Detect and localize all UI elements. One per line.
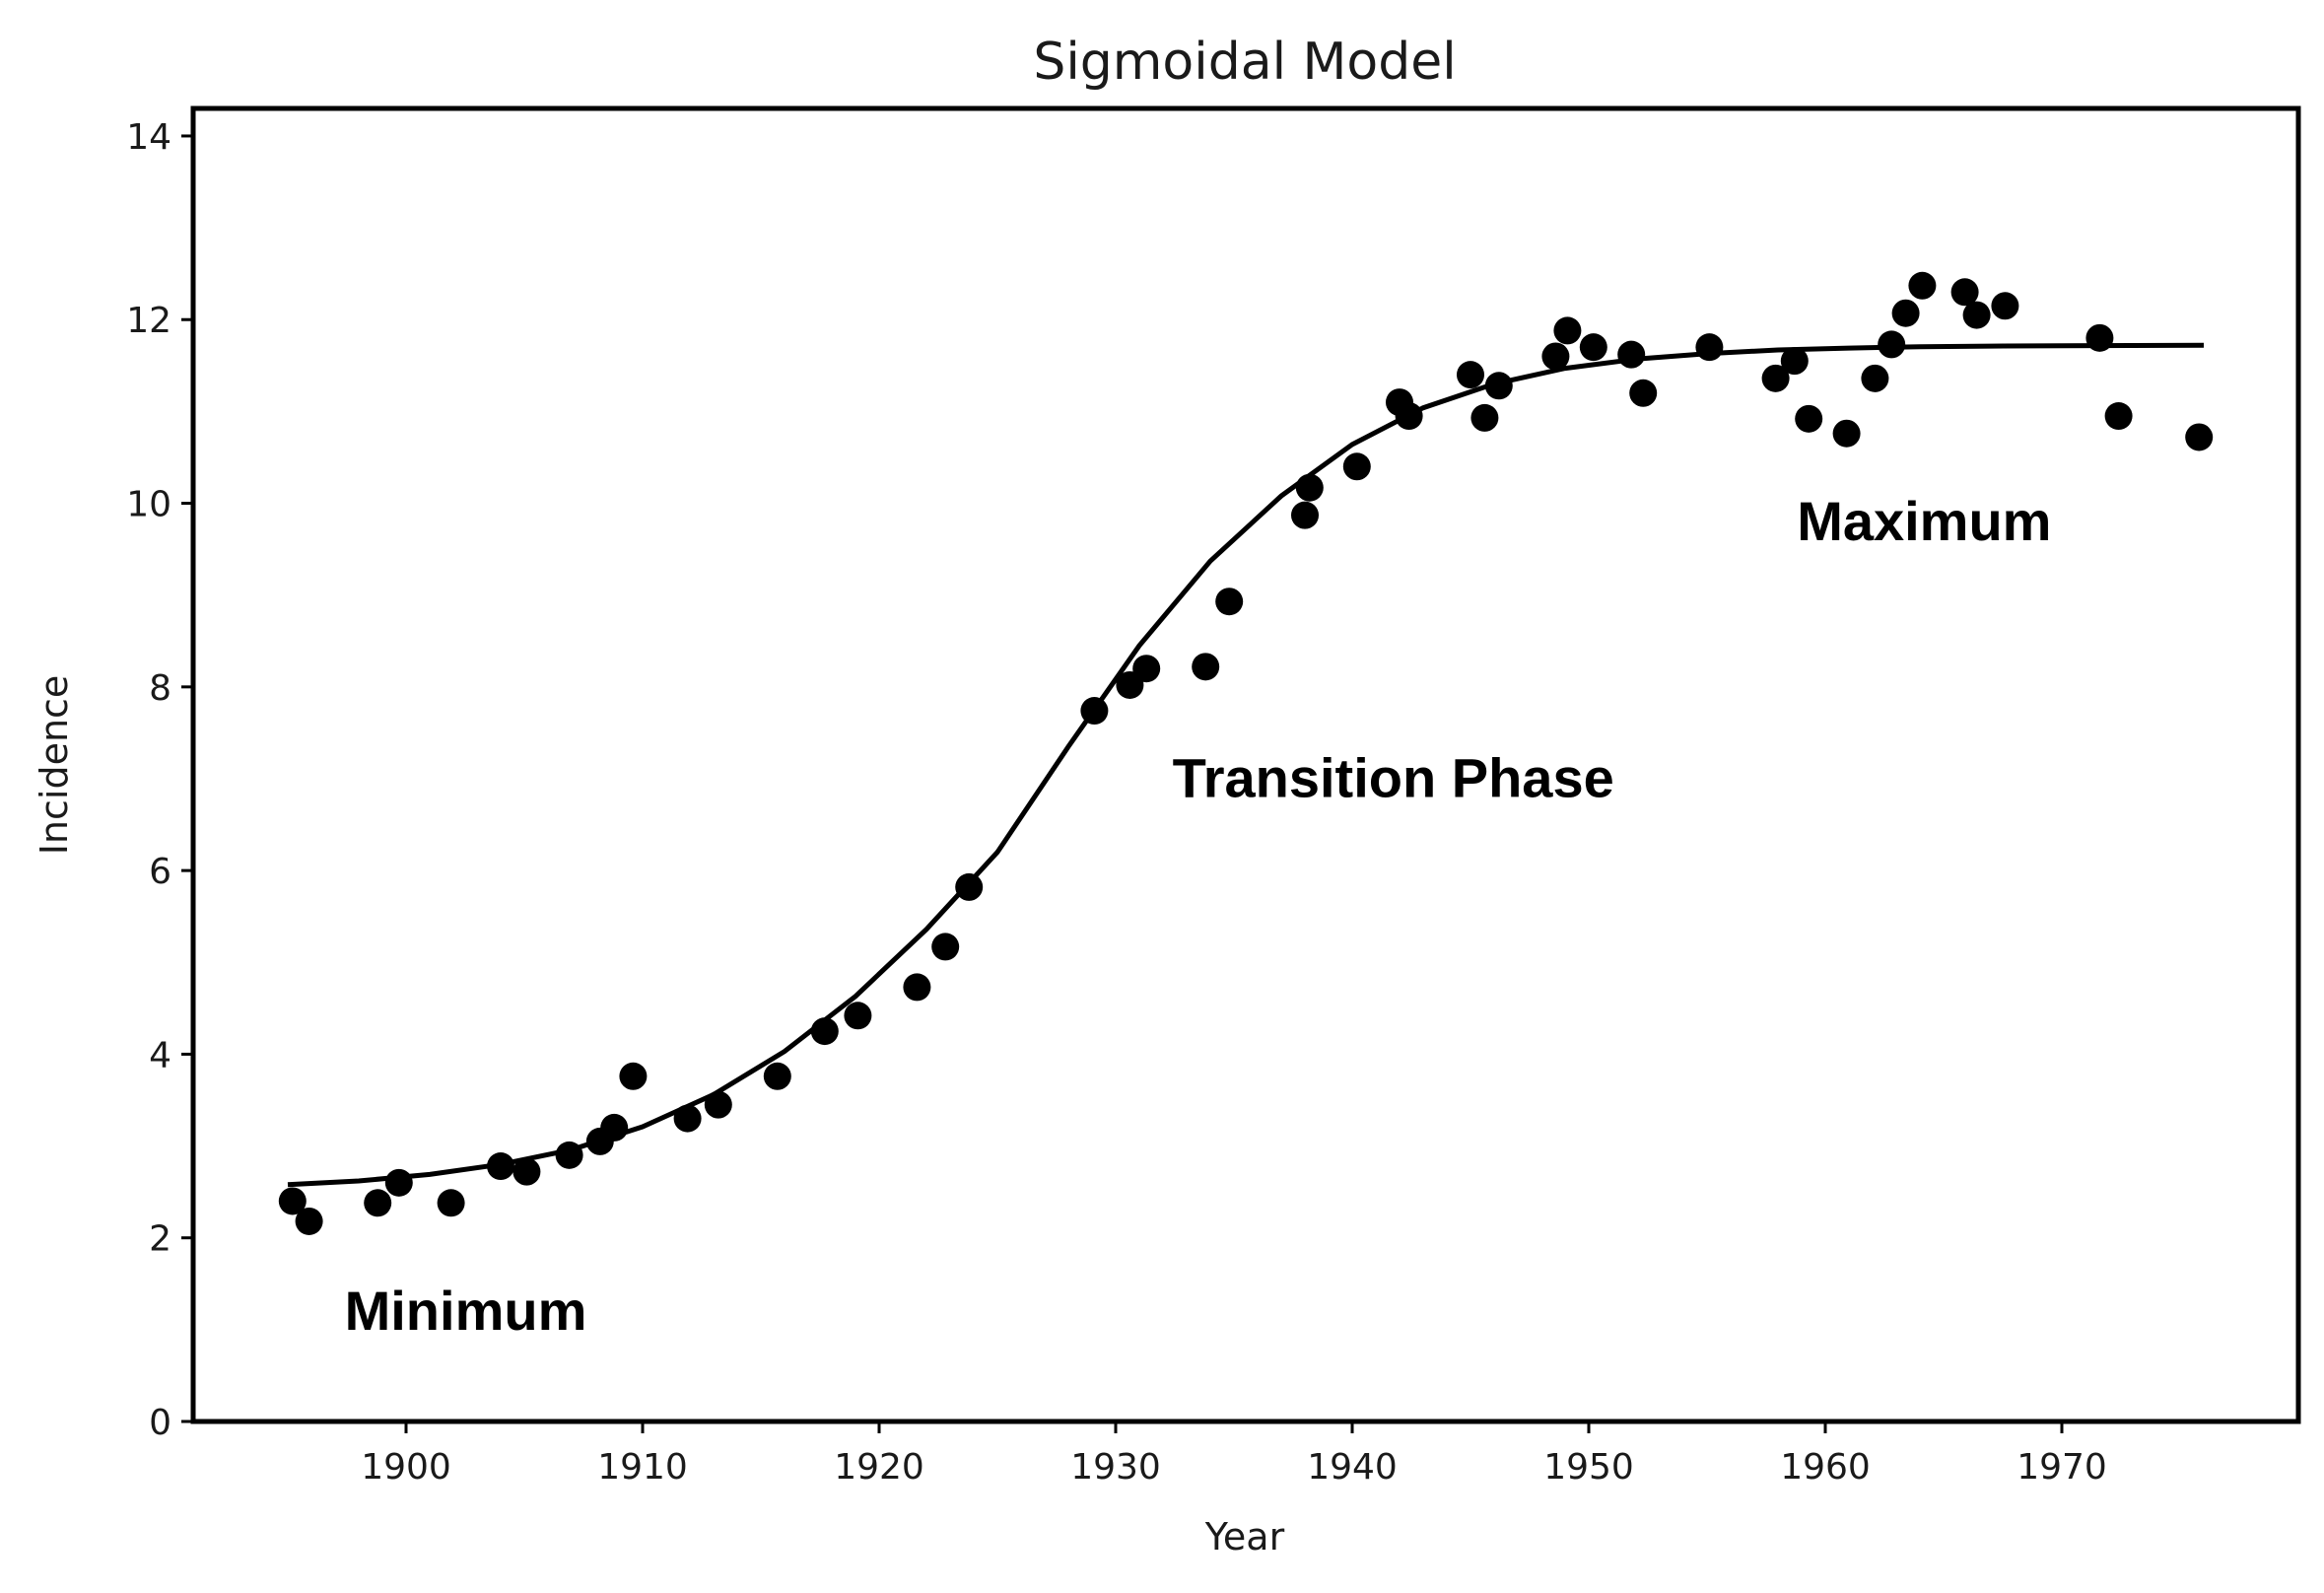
data-point [1553,316,1582,345]
data-point [555,1141,583,1169]
data-point [1192,653,1220,681]
data-point [1908,271,1937,300]
data-point [1832,419,1861,448]
x-tick-label: 1920 [834,1447,924,1488]
data-point [1215,588,1244,616]
data-point [1617,340,1646,369]
data-point [1780,347,1809,376]
data-point [1695,333,1724,362]
x-tick-label: 1910 [597,1447,688,1488]
data-point [1991,292,2019,320]
data-point [513,1157,541,1186]
annotations: Minimum Transition Phase Maximum [345,490,2052,1342]
data-point [600,1113,629,1142]
data-point [1080,697,1109,726]
data-point [1950,278,1979,307]
data-point [1629,379,1658,407]
data-point [1795,404,1823,433]
data-point [1861,364,1889,392]
data-point [1342,452,1371,481]
data-point [437,1189,465,1217]
data-point [295,1207,323,1235]
data-point [1395,402,1423,431]
data-point [1295,473,1324,502]
plot-frame [190,105,2301,1424]
data-point [2085,323,2114,352]
y-tick-label: 8 [149,668,171,709]
data-point [2104,402,2133,431]
x-tick-label: 1950 [1543,1447,1634,1488]
data-point [1291,501,1319,529]
annotation-label: Maximum [1797,490,2051,552]
data-point [810,1017,839,1046]
data-point [384,1168,413,1197]
y-tick-label: 4 [149,1035,171,1075]
x-axis-label: Year [1204,1515,1285,1558]
x-tick-label: 1960 [1780,1447,1871,1488]
data-point [955,872,984,901]
data-point [844,1002,872,1030]
data-point [704,1090,732,1119]
x-tick-label: 1900 [361,1447,451,1488]
data-point [1962,301,1991,329]
annotation-label: Minimum [345,1280,587,1342]
data-point [1470,403,1499,432]
y-axis: 0 2 4 6 8 10 12 14 [126,117,193,1443]
y-tick-label: 0 [149,1403,171,1443]
y-tick-label: 6 [149,852,171,892]
y-tick-label: 10 [126,485,171,525]
data-point [619,1062,648,1090]
y-tick-label: 2 [149,1219,171,1260]
data-point [931,933,960,961]
y-tick-label: 12 [126,301,171,341]
data-point [278,1187,307,1215]
data-point [673,1104,702,1133]
data-point [1878,330,1906,359]
data-points [278,271,2214,1235]
x-tick-label: 1940 [1307,1447,1398,1488]
y-axis-label: Incidence [33,675,76,856]
y-tick-label: 14 [126,117,171,158]
data-point [1541,342,1570,371]
data-point [487,1152,514,1181]
x-axis: 1900 1910 1920 1930 1940 1950 1960 1970 [361,1421,2107,1488]
data-point [1761,364,1790,392]
data-point [903,973,931,1002]
x-tick-label: 1970 [2016,1447,2107,1488]
data-point [1457,361,1484,389]
data-point [1579,333,1607,362]
data-point [1132,655,1161,683]
data-point [364,1189,392,1217]
x-tick-label: 1930 [1070,1447,1161,1488]
annotation-label: Transition Phase [1173,747,1614,809]
data-point [2185,423,2214,451]
data-point [763,1062,791,1090]
chart-title: Sigmoidal Model [1033,33,1456,92]
data-point [1891,299,1920,327]
data-point [1484,372,1513,400]
